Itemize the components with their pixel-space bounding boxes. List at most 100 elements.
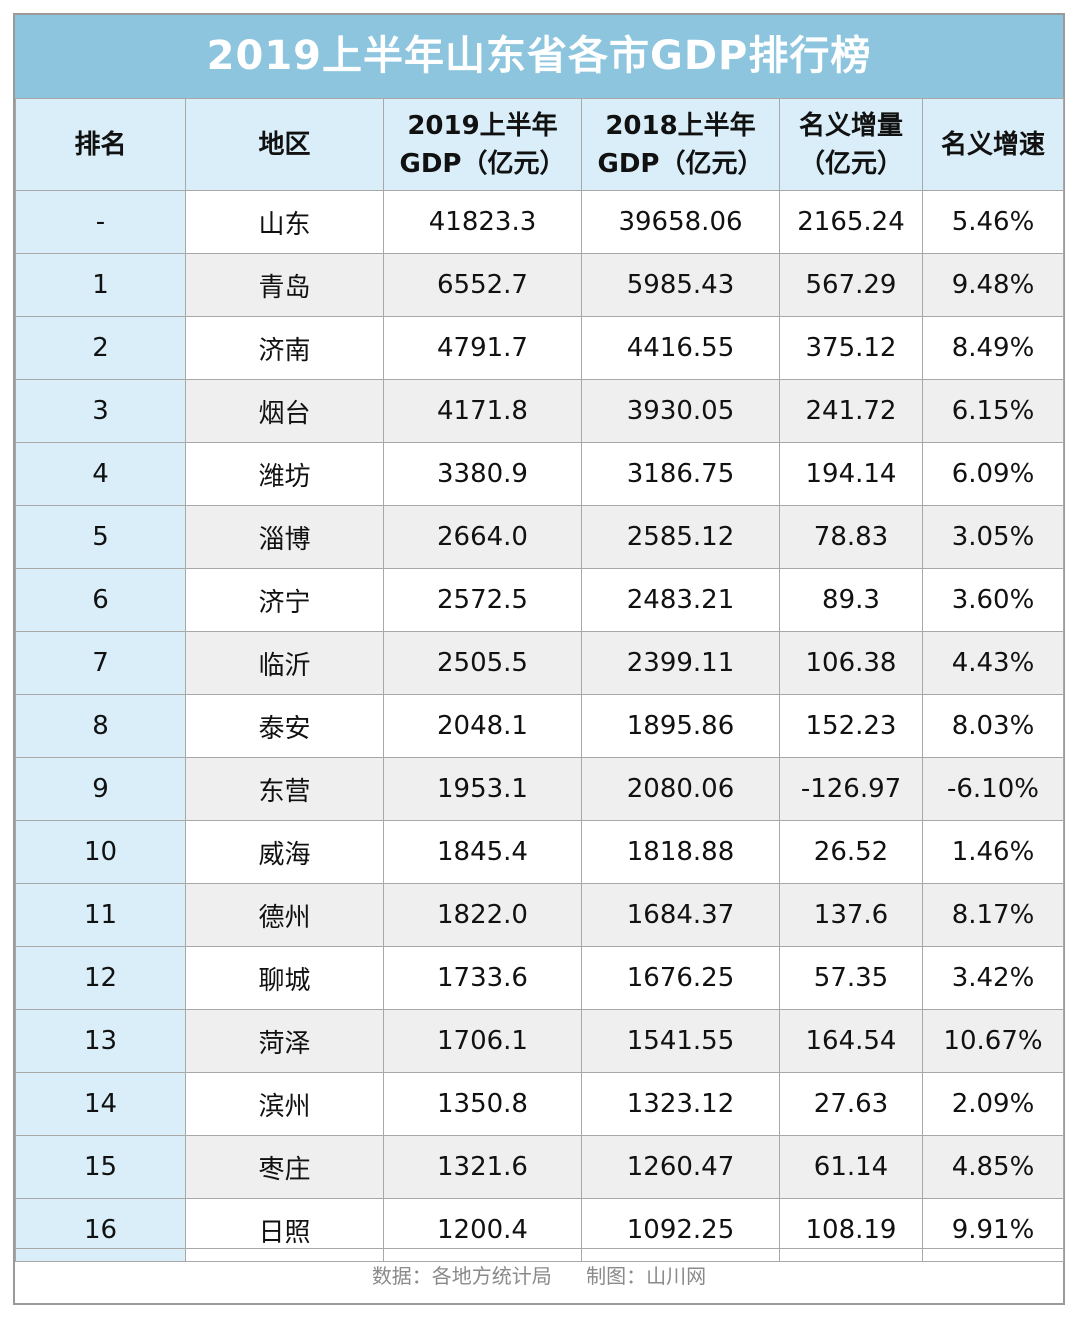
- cell-rank: 12: [15, 946, 186, 1010]
- cell-region: 青岛: [185, 253, 384, 317]
- cell-gdp2018: 2483.21: [581, 568, 780, 632]
- cell-region: 德州: [185, 883, 384, 947]
- cell-growth: 4.43%: [922, 631, 1064, 695]
- cell-gdp2018: 1684.37: [581, 883, 780, 947]
- cell-region: 潍坊: [185, 442, 384, 506]
- footer-source: 数据：各地方统计局: [371, 1264, 552, 1288]
- cell-rank: 9: [15, 757, 186, 821]
- cell-region: 山东: [185, 190, 384, 254]
- cell-rank: 4: [15, 442, 186, 506]
- cell-gdp2019: 2048.1: [383, 694, 582, 758]
- cell-gdp2019: 1822.0: [383, 883, 582, 947]
- header-row: 排名 地区 2019上半年 GDP（亿元） 2018上半年 GDP（亿元） 名义…: [15, 98, 1064, 191]
- cell-region: 滨州: [185, 1072, 384, 1136]
- cell-rank: 15: [15, 1135, 186, 1199]
- cell-rank: -: [15, 190, 186, 254]
- table-body: - 山东 41823.3 39658.06 2165.24 5.46% 1 青岛 6552.7 5…: [15, 190, 1064, 1262]
- cell-gdp2018: 39658.06: [581, 190, 780, 254]
- cell-growth: 3.42%: [922, 946, 1064, 1010]
- cell-gdp2019: 4171.8: [383, 379, 582, 443]
- cell-gdp2019: 1706.1: [383, 1009, 582, 1073]
- cell-rank: 6: [15, 568, 186, 632]
- cell-increase: 164.54: [779, 1009, 923, 1073]
- table-row: 9 东营 1953.1 2080.06 -126.97 -6.10%: [15, 757, 1064, 821]
- cell-gdp2018: 1260.47: [581, 1135, 780, 1199]
- table-row: - 山东 41823.3 39658.06 2165.24 5.46%: [15, 190, 1064, 254]
- header-region: 地区: [185, 98, 384, 191]
- footer: 数据：各地方统计局 制图：山川网: [15, 1248, 1063, 1303]
- cell-gdp2018: 1541.55: [581, 1009, 780, 1073]
- cell-region: 东营: [185, 757, 384, 821]
- cell-region: 烟台: [185, 379, 384, 443]
- cell-growth: 1.46%: [922, 820, 1064, 884]
- cell-increase: 194.14: [779, 442, 923, 506]
- table-row: 16 日照 1200.4 1092.25 108.19 9.91%: [15, 1198, 1064, 1262]
- header-gdp2019: 2019上半年 GDP（亿元）: [383, 98, 582, 191]
- cell-gdp2018: 2080.06: [581, 757, 780, 821]
- cell-growth: 5.46%: [922, 190, 1064, 254]
- cell-increase: 27.63: [779, 1072, 923, 1136]
- cell-gdp2018: 2585.12: [581, 505, 780, 569]
- header-gdp2018: 2018上半年 GDP（亿元）: [581, 98, 780, 191]
- cell-region: 泰安: [185, 694, 384, 758]
- cell-rank: 14: [15, 1072, 186, 1136]
- cell-increase: 241.72: [779, 379, 923, 443]
- cell-gdp2018: 3930.05: [581, 379, 780, 443]
- cell-gdp2019: 2664.0: [383, 505, 582, 569]
- cell-rank: 3: [15, 379, 186, 443]
- cell-rank: 13: [15, 1009, 186, 1073]
- cell-increase: 375.12: [779, 316, 923, 380]
- cell-rank: 5: [15, 505, 186, 569]
- cell-gdp2019: 2505.5: [383, 631, 582, 695]
- table-row: 11 德州 1822.0 1684.37 137.6 8.17%: [15, 883, 1064, 947]
- cell-growth: 6.09%: [922, 442, 1064, 506]
- cell-growth: 9.91%: [922, 1198, 1064, 1262]
- cell-rank: 8: [15, 694, 186, 758]
- cell-gdp2019: 6552.7: [383, 253, 582, 317]
- cell-gdp2019: 1845.4: [383, 820, 582, 884]
- cell-increase: 89.3: [779, 568, 923, 632]
- cell-increase: 2165.24: [779, 190, 923, 254]
- cell-region: 济南: [185, 316, 384, 380]
- cell-rank: 10: [15, 820, 186, 884]
- page-title: 2019上半年山东省各市GDP排行榜: [15, 15, 1063, 98]
- header-increase: 名义增量 （亿元）: [779, 98, 923, 191]
- header-increase-line1: 名义增量: [798, 110, 903, 141]
- cell-increase: 106.38: [779, 631, 923, 695]
- header-gdp2019-line2: GDP（亿元）: [399, 148, 566, 179]
- cell-gdp2018: 1818.88: [581, 820, 780, 884]
- cell-increase: 108.19: [779, 1198, 923, 1262]
- cell-region: 枣庄: [185, 1135, 384, 1199]
- table-row: 15 枣庄 1321.6 1260.47 61.14 4.85%: [15, 1135, 1064, 1199]
- gdp-table: 排名 地区 2019上半年 GDP（亿元） 2018上半年 GDP（亿元） 名义…: [15, 98, 1064, 1262]
- cell-increase: 78.83: [779, 505, 923, 569]
- cell-increase: 137.6: [779, 883, 923, 947]
- cell-region: 菏泽: [185, 1009, 384, 1073]
- cell-growth: 2.09%: [922, 1072, 1064, 1136]
- table-row: 4 潍坊 3380.9 3186.75 194.14 6.09%: [15, 442, 1064, 506]
- table-frame: 2019上半年山东省各市GDP排行榜 山川网 排名 地区 2019上半年 GDP…: [13, 13, 1065, 1305]
- cell-rank: 2: [15, 316, 186, 380]
- table-row: 14 滨州 1350.8 1323.12 27.63 2.09%: [15, 1072, 1064, 1136]
- cell-increase: 61.14: [779, 1135, 923, 1199]
- cell-gdp2019: 1350.8: [383, 1072, 582, 1136]
- cell-gdp2018: 5985.43: [581, 253, 780, 317]
- cell-gdp2018: 1092.25: [581, 1198, 780, 1262]
- table-row: 13 菏泽 1706.1 1541.55 164.54 10.67%: [15, 1009, 1064, 1073]
- cell-rank: 11: [15, 883, 186, 947]
- cell-gdp2018: 3186.75: [581, 442, 780, 506]
- cell-gdp2018: 1895.86: [581, 694, 780, 758]
- cell-growth: 3.60%: [922, 568, 1064, 632]
- cell-gdp2018: 4416.55: [581, 316, 780, 380]
- cell-gdp2019: 1733.6: [383, 946, 582, 1010]
- cell-gdp2019: 1200.4: [383, 1198, 582, 1262]
- header-gdp2019-line1: 2019上半年: [407, 110, 558, 141]
- cell-region: 威海: [185, 820, 384, 884]
- cell-growth: 8.03%: [922, 694, 1064, 758]
- header-increase-line2: （亿元）: [798, 148, 903, 179]
- table-row: 7 临沂 2505.5 2399.11 106.38 4.43%: [15, 631, 1064, 695]
- table-row: 1 青岛 6552.7 5985.43 567.29 9.48%: [15, 253, 1064, 317]
- cell-growth: 6.15%: [922, 379, 1064, 443]
- header-gdp2018-line2: GDP（亿元）: [597, 148, 764, 179]
- table-row: 6 济宁 2572.5 2483.21 89.3 3.60%: [15, 568, 1064, 632]
